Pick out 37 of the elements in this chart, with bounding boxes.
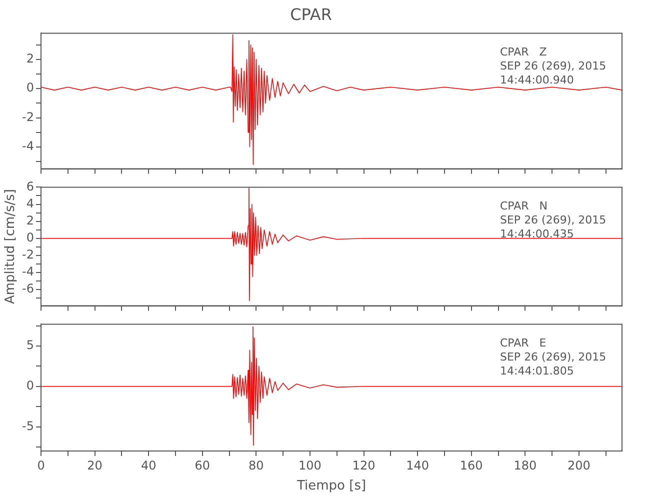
y-tick-label: -4 [22,139,34,154]
x-tick-label: 60 [194,458,210,472]
y-tick-label: -6 [22,282,34,296]
annotation: CPAR E [500,336,546,350]
x-tick-label: 0 [37,458,45,472]
annotation: 14:44:00.940 [500,74,574,87]
x-tick-label: 40 [140,458,156,472]
y-tick-label: -4 [22,264,34,279]
y-tick-label: 0 [26,378,34,393]
y-tick-label: 6 [26,179,34,194]
y-tick-label: 5 [26,338,34,352]
y-tick-label: -2 [22,248,34,262]
y-tick-label: 2 [26,52,34,66]
annotation: 14:44:01.805 [500,364,574,378]
y-tick-label: -5 [22,418,34,433]
x-axis-title: Tiempo [s] [296,478,366,494]
y-tick-label: 2 [26,213,34,228]
annotation: CPAR Z [500,46,548,59]
x-tick-label: 160 [460,458,483,472]
x-tick-label: 20 [87,458,102,472]
annotation: SEP 26 (269), 2015 [500,60,606,73]
annotation: SEP 26 (269), 2015 [500,350,606,364]
annotation: CPAR N [500,200,548,213]
annotation: SEP 26 (269), 2015 [500,214,606,227]
y-axis-title: Amplitud [cm/s/s] [2,188,18,304]
y-tick-label: -2 [22,110,34,124]
x-tick-label: 100 [298,458,322,472]
y-tick-label: 0 [26,230,34,245]
x-tick-label: 180 [514,458,537,472]
y-tick-label: 4 [26,196,34,210]
x-tick-label: 140 [406,458,430,472]
x-tick-label: 120 [352,458,376,472]
annotation: 14:44:00.435 [500,228,574,241]
chart-title: CPAR [290,4,332,24]
y-tick-label: 0 [26,80,34,95]
x-tick-label: 80 [248,458,264,472]
x-tick-label: 200 [568,458,590,472]
